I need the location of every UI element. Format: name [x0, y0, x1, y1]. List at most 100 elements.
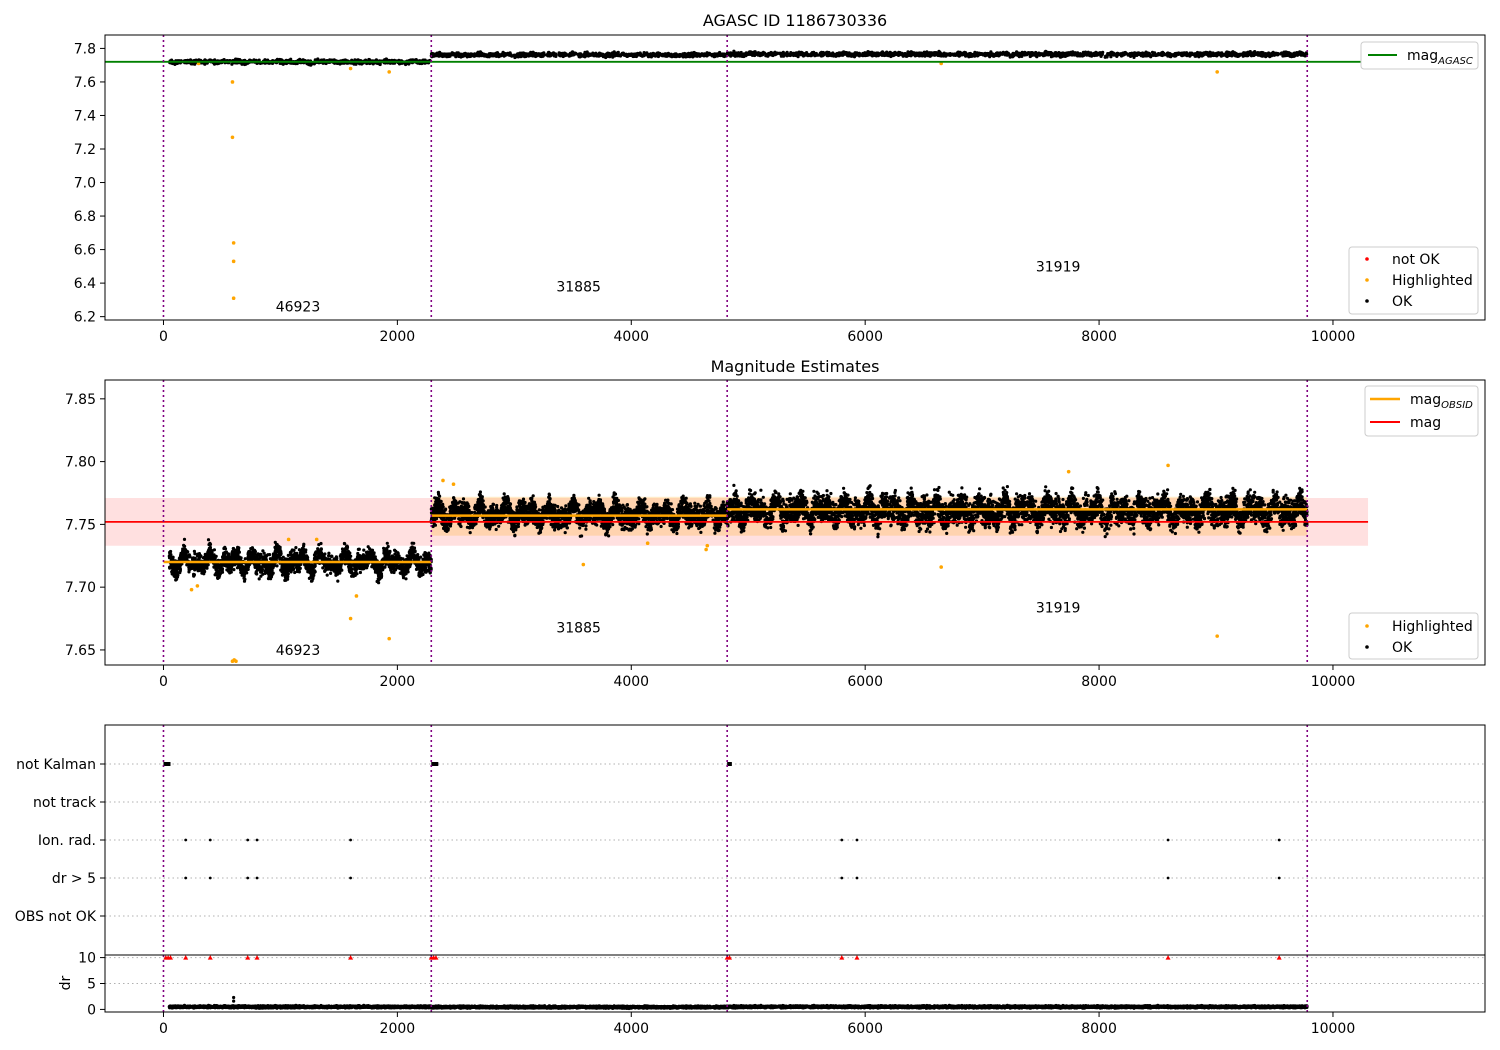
ok-point: [458, 54, 462, 59]
ok-point: [319, 541, 323, 546]
ok-point: [624, 53, 628, 57]
ok-point: [718, 52, 722, 56]
ok-point: [1036, 52, 1040, 56]
ok-point: [529, 50, 533, 54]
ok-point: [414, 567, 419, 572]
ok-point: [1077, 54, 1081, 58]
ok-point: [451, 52, 455, 56]
ok-point: [500, 52, 504, 57]
ok-point: [349, 566, 353, 571]
highlighted-point: [231, 259, 236, 264]
ok-point: [866, 50, 870, 54]
ok-point: [749, 50, 753, 54]
ok-point: [743, 52, 747, 56]
obsid-label: 31885: [556, 280, 601, 296]
ok-point: [570, 52, 574, 57]
highlighted-point: [387, 70, 391, 74]
ok-point: [1302, 52, 1306, 57]
legend-label: OK: [1392, 294, 1413, 310]
ok-point: [601, 54, 605, 58]
ok-point: [513, 55, 517, 60]
ok-point: [1023, 52, 1027, 56]
ok-point: [1279, 52, 1283, 56]
ok-point: [918, 53, 922, 57]
ok-point: [594, 52, 598, 56]
ok-point: [905, 54, 909, 58]
y-tick-label: 6.2: [74, 310, 96, 326]
ok-point: [825, 52, 829, 56]
ok-point: [1001, 51, 1005, 56]
ok-point: [842, 51, 846, 56]
ok-point: [898, 51, 902, 56]
ok-point: [1084, 51, 1088, 55]
ok-point: [947, 52, 951, 57]
ok-point: [1162, 51, 1166, 56]
ok-point: [785, 52, 789, 56]
ok-point: [939, 52, 943, 56]
highlighted-point: [231, 296, 236, 301]
ok-point: [1064, 54, 1068, 58]
ok-point: [294, 546, 298, 550]
x-tick-label: 2000: [380, 329, 416, 345]
ok-point: [1003, 52, 1008, 56]
ok-point: [206, 538, 211, 542]
obsid-label: 46923: [276, 300, 321, 316]
ok-point: [1060, 55, 1064, 59]
ok-point: [1143, 54, 1147, 58]
ok-point: [678, 53, 682, 57]
ok-point: [854, 52, 858, 57]
ok-point: [634, 52, 639, 56]
ok-point: [967, 55, 971, 59]
y-tick-label: 6.6: [74, 243, 96, 259]
ok-point: [612, 50, 616, 54]
ok-point: [942, 51, 946, 55]
ok-point: [1081, 50, 1085, 54]
highlighted-point: [1215, 70, 1219, 74]
ok-point: [611, 55, 615, 59]
ok-point: [960, 51, 964, 56]
x-tick-label: 4000: [613, 329, 649, 345]
ok-point: [1151, 52, 1155, 56]
ok-point: [310, 62, 314, 66]
ok-point: [489, 53, 493, 57]
ok-point: [1089, 52, 1093, 56]
ok-point: [191, 62, 195, 66]
ok-point: [986, 53, 990, 57]
ok-point: [385, 541, 389, 545]
ok-point: [1230, 51, 1234, 55]
ok-point: [1272, 53, 1276, 57]
ok-point: [1155, 53, 1159, 57]
x-tick-label: 0: [159, 329, 168, 345]
ok-point: [477, 54, 481, 58]
ok-point: [739, 54, 743, 58]
ok-point: [796, 51, 800, 56]
ok-point: [1238, 52, 1242, 56]
ok-point: [693, 51, 697, 56]
ok-point: [465, 53, 470, 57]
ok-point: [1115, 52, 1119, 56]
ok-point: [1013, 53, 1017, 57]
x-tick-label: 10000: [1311, 329, 1356, 345]
ok-point: [978, 52, 983, 56]
ok-point: [759, 53, 763, 58]
ok-point: [779, 52, 783, 57]
ok-point: [1208, 50, 1212, 54]
y-tick-label: 6.8: [74, 209, 96, 225]
y-tick-label: 7.8: [74, 41, 96, 57]
ok-point: [1220, 51, 1224, 55]
ok-point: [639, 53, 643, 58]
ok-point: [1030, 51, 1034, 55]
ok-point: [378, 62, 382, 66]
ok-point: [857, 52, 861, 56]
ok-point: [1180, 51, 1184, 55]
y-tick-label: 7.0: [74, 176, 96, 192]
x-tick-label: 6000: [847, 329, 883, 345]
ok-point: [642, 51, 646, 55]
ok-point: [1041, 54, 1046, 58]
ok-point: [689, 51, 693, 55]
ok-point: [567, 54, 571, 58]
ok-point: [329, 554, 333, 558]
ok-point: [1110, 53, 1114, 57]
ok-point: [883, 52, 887, 56]
